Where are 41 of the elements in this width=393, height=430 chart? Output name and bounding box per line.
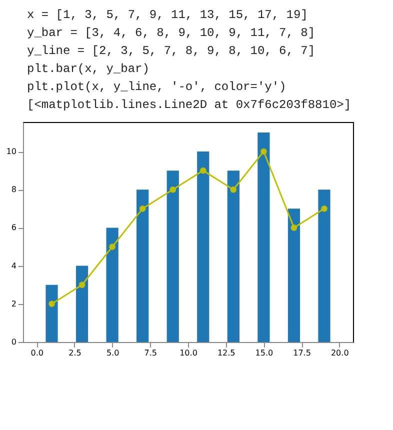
text: [<matplotlib.lines.Line2D at 0x7f6c203f8810>] [27, 98, 352, 112]
bar [106, 228, 118, 342]
bar [258, 132, 270, 342]
bar [166, 170, 179, 342]
bar [227, 170, 240, 342]
bar [136, 190, 149, 342]
x-tick-label: 7.5 [144, 348, 158, 358]
x-tick-label: 5.0 [106, 348, 120, 358]
point [260, 148, 267, 155]
y-tick-label: 4 [11, 261, 16, 270]
x-tick-label: 12.5 [217, 348, 236, 358]
bar [46, 284, 58, 342]
bar [76, 266, 88, 342]
x-tick-label: 10.0 [180, 348, 198, 358]
y-tick-label: 2 [11, 299, 16, 308]
x-tick-label: 17.5 [293, 348, 311, 358]
text: y_line = [2, 3, 5, 7, 8, 9, 8, 10, 6, 7] [27, 44, 316, 58]
x-tick-label: 15.0 [255, 348, 274, 358]
point [139, 206, 146, 212]
point [200, 167, 206, 174]
point [48, 300, 55, 308]
x-tick-label: 20.0 [330, 348, 349, 358]
text: plt.plot(x, y_line, '-o', color='y') [27, 80, 286, 94]
text: y_bar = [3, 4, 6, 8, 9, 10, 9, 11, 7, 8] [27, 26, 316, 40]
y-tick-label: 0 [11, 338, 16, 346]
point [321, 206, 328, 212]
y-tick-label: 8 [11, 185, 16, 194]
y-tick-label: 6 [11, 223, 16, 232]
point [290, 224, 298, 231]
bar [318, 190, 330, 342]
point [109, 244, 116, 250]
x-tick-label: 0.0 [30, 348, 44, 358]
text: plt.bar(x, y_bar) [27, 62, 150, 76]
point [230, 186, 237, 193]
bar [288, 208, 300, 342]
point [170, 186, 176, 193]
y-tick-label: 10 [6, 147, 16, 156]
bar [197, 152, 210, 342]
x-tick-label: 2.5 [68, 348, 82, 358]
text: x = [1, 3, 5, 7, 9, 11, 13, 15, 17, 19] [27, 8, 308, 22]
point [78, 282, 86, 288]
